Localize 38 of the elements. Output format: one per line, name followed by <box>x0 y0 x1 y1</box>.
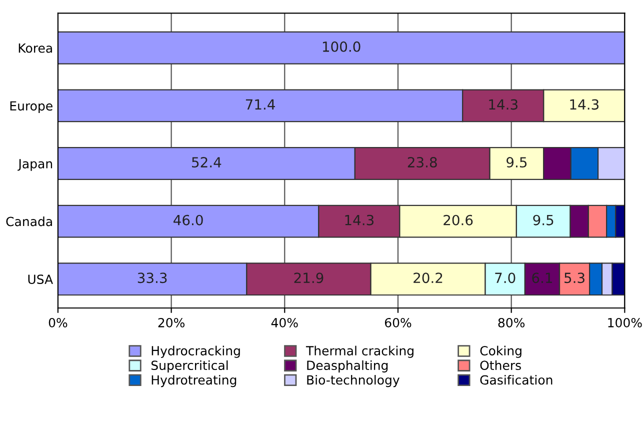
data-label: 5.3 <box>564 272 584 284</box>
legend-label: Supercritical <box>151 360 228 372</box>
y-tick-label: Japan <box>18 159 52 171</box>
y-tick-label: Europe <box>10 101 52 114</box>
legend-label: Hydrocracking <box>152 346 240 358</box>
data-label: 21.9 <box>294 272 324 284</box>
x-tick-label: 60% <box>384 318 412 328</box>
data-label: 100.0 <box>322 41 360 52</box>
y-tick-label: Canada <box>6 216 52 226</box>
legend-label: Others <box>480 360 521 370</box>
legend-label: Hydrotreating <box>152 374 236 388</box>
data-label: 9.5 <box>533 214 554 226</box>
bar <box>58 31 625 64</box>
legend-label: Gasification <box>480 374 552 385</box>
data-label: 20.2 <box>414 272 442 284</box>
data-label: 6.1 <box>532 272 552 284</box>
y-tick-label: USA <box>28 274 53 284</box>
data-label: 71.4 <box>246 99 275 110</box>
data-label: 33.3 <box>138 272 167 284</box>
data-label: 14.3 <box>489 99 518 110</box>
data-label: 46.0 <box>174 214 203 226</box>
x-tick-label: 100% <box>608 318 642 328</box>
data-label: 14.3 <box>570 99 599 110</box>
legend-label: Deasphalting <box>307 360 388 372</box>
data-label: 9.5 <box>506 157 527 168</box>
data-label: 7.0 <box>495 272 516 284</box>
data-label: 23.8 <box>408 157 437 168</box>
legend-label: Coking <box>480 346 522 358</box>
legend-label: Thermal cracking <box>306 346 414 358</box>
x-tick-label: 80% <box>498 318 525 328</box>
legend-label: Bio-technology <box>307 374 400 388</box>
x-tick-label: 40% <box>271 318 298 328</box>
x-tick-label: 20% <box>158 318 185 328</box>
x-tick-label: 0% <box>48 318 68 328</box>
data-label: 14.3 <box>345 214 374 226</box>
data-label: 52.4 <box>192 157 222 168</box>
data-label: 20.6 <box>444 214 473 226</box>
y-tick-label: Korea <box>18 44 52 53</box>
